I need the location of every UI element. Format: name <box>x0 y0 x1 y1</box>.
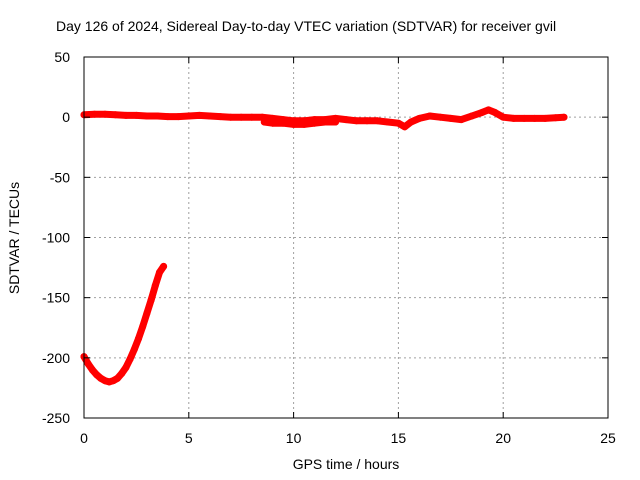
data-point <box>185 112 193 120</box>
data-point <box>290 120 298 128</box>
data-point <box>401 123 409 131</box>
data-point <box>499 113 507 121</box>
data-point <box>510 114 518 122</box>
data-point <box>216 113 224 121</box>
data-point <box>373 117 381 125</box>
data-point <box>248 113 256 121</box>
x-tick-label: 10 <box>286 430 302 446</box>
data-point <box>101 110 109 118</box>
data-point <box>84 360 92 368</box>
data-point <box>195 111 203 119</box>
y-tick-label: -100 <box>42 230 70 246</box>
data-point <box>88 366 96 374</box>
data-point <box>311 119 319 127</box>
data-point <box>560 113 568 121</box>
data-point <box>122 111 130 119</box>
data-point <box>394 119 402 127</box>
data-point <box>227 113 235 121</box>
data-point <box>260 118 268 126</box>
axis-ticks: 0 5 10 15 20 25 -250 -200 -150 -100 -50 0 50 <box>42 49 616 446</box>
x-tick-label: 15 <box>391 430 407 446</box>
data-point <box>111 111 119 119</box>
data-point <box>321 118 329 126</box>
data-point <box>269 119 277 127</box>
data-point <box>478 108 486 116</box>
data-point <box>164 113 172 121</box>
data-point <box>122 364 130 371</box>
data-point <box>436 113 444 121</box>
data-series <box>80 106 568 386</box>
data-point <box>363 117 371 125</box>
y-tick-label: -250 <box>42 410 70 426</box>
y-tick-label: 0 <box>62 109 70 125</box>
data-point <box>342 116 350 124</box>
data-point <box>353 117 360 125</box>
x-tick-label: 20 <box>495 430 511 446</box>
data-point <box>118 370 126 377</box>
y-tick-label: -200 <box>42 350 70 366</box>
data-point <box>384 118 392 126</box>
data-point <box>457 116 465 124</box>
data-point <box>426 112 434 120</box>
data-point <box>552 114 560 122</box>
data-point <box>279 119 287 127</box>
data-point <box>132 111 140 119</box>
data-point <box>91 110 98 118</box>
data-point <box>520 114 528 122</box>
x-tick-label: 0 <box>80 430 88 446</box>
data-point <box>156 268 163 276</box>
data-point <box>153 112 161 120</box>
y-tick-label: 50 <box>54 49 70 65</box>
data-point <box>143 309 151 317</box>
y-axis-label: SDTVAR / TECUs <box>6 181 22 295</box>
data-point <box>160 262 168 270</box>
data-point <box>300 120 308 128</box>
data-point <box>237 113 245 121</box>
data-point <box>114 374 121 382</box>
data-point <box>130 345 138 353</box>
data-point <box>174 113 182 121</box>
data-point <box>447 114 455 122</box>
data-point <box>139 323 147 330</box>
data-point <box>151 282 159 290</box>
data-point <box>485 106 492 114</box>
x-tick-label: 5 <box>185 430 193 446</box>
data-point <box>206 112 214 120</box>
data-point <box>332 118 339 126</box>
x-axis-label: GPS time / hours <box>292 456 400 472</box>
x-tick-label: 25 <box>600 430 616 446</box>
data-point <box>407 118 415 126</box>
data-point <box>541 114 549 122</box>
data-point <box>135 335 142 343</box>
data-point <box>415 114 423 122</box>
data-point <box>491 108 499 116</box>
grid-lines <box>84 57 608 418</box>
data-point <box>531 114 539 122</box>
y-tick-label: -50 <box>50 169 70 185</box>
data-point <box>143 112 151 120</box>
chart-title: Day 126 of 2024, Sidereal Day-to-day VTE… <box>56 18 557 34</box>
data-point <box>126 355 134 363</box>
series-trace <box>80 262 168 386</box>
y-tick-label: -150 <box>42 290 70 306</box>
data-point <box>468 112 476 120</box>
data-point <box>147 296 155 304</box>
